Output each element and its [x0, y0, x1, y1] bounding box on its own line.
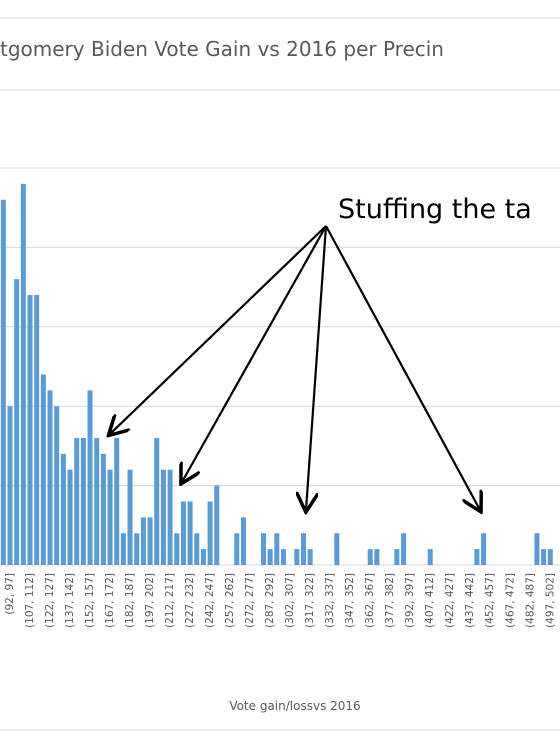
bar: [147, 517, 153, 565]
bar: [134, 533, 140, 565]
bar: [334, 533, 340, 565]
x-tick-label: (137, 142]: [64, 573, 76, 628]
bar: [114, 437, 120, 565]
x-tick-label: (272, 277]: [244, 573, 256, 628]
x-tick-label: (497, 502]: [544, 573, 556, 628]
x-tick-label: (197, 202]: [144, 573, 156, 628]
bar: [267, 549, 273, 565]
bar: [20, 183, 26, 565]
bar: [154, 437, 160, 565]
bar: [307, 549, 313, 565]
x-tick-label: (482, 487]: [524, 573, 536, 628]
bar: [174, 533, 180, 565]
bar: [0, 199, 6, 565]
bar: [180, 501, 186, 565]
annotation: Stuffing the ta: [338, 194, 532, 225]
x-tick-label: (422, 427]: [444, 573, 456, 628]
bar: [100, 453, 106, 565]
x-tick-label: (167, 172]: [104, 573, 116, 628]
bar: [240, 517, 246, 565]
bar: [120, 533, 126, 565]
bar: [60, 453, 66, 565]
bar: [194, 533, 200, 565]
bar: [401, 533, 407, 565]
bar: [207, 501, 213, 565]
x-tick-label: (317, 322]: [304, 573, 316, 628]
bar: [274, 533, 280, 565]
x-tick-label: (107, 112]: [24, 573, 36, 628]
bar: [427, 549, 433, 565]
x-tick-label: (227, 232]: [184, 573, 196, 628]
x-tick-label: (242, 247]: [204, 573, 216, 628]
x-tick-label: (332, 337]: [324, 573, 336, 628]
bar: [394, 549, 400, 565]
x-tick-label: (452, 457]: [484, 573, 496, 628]
bar: [541, 549, 547, 565]
x-tick-label: (287, 292]: [264, 573, 276, 628]
bar: [214, 485, 220, 565]
bar: [160, 469, 166, 565]
bar: [94, 437, 100, 565]
bar: [481, 533, 487, 565]
x-axis-label: Vote gain/lossvs 2016: [229, 699, 360, 713]
bar: [367, 549, 373, 565]
x-tick-label: (467, 472]: [504, 573, 516, 628]
x-tick-label: (377, 382]: [384, 573, 396, 628]
bar: [127, 469, 133, 565]
x-tick-label: (122, 127]: [44, 573, 56, 628]
bar: [294, 549, 300, 565]
bar: [374, 549, 380, 565]
arrows: [110, 225, 480, 510]
bar: [200, 549, 206, 565]
bar: [474, 549, 480, 565]
chart-title: tgomery Biden Vote Gain vs 2016 per Prec…: [0, 37, 444, 61]
bar: [87, 390, 93, 565]
x-tick-label: (302, 307]: [284, 573, 296, 628]
bar: [7, 406, 13, 565]
x-tick-label: (152, 157]: [84, 573, 96, 628]
bar: [67, 469, 73, 565]
bar: [300, 533, 306, 565]
bar: [547, 549, 553, 565]
bar: [187, 501, 193, 565]
bar: [107, 469, 113, 565]
bar: [80, 437, 86, 565]
bar: [167, 469, 173, 565]
bar: [40, 374, 46, 565]
bar: [534, 533, 540, 565]
x-tick-label: (437, 442]: [464, 573, 476, 628]
bar: [47, 390, 53, 565]
x-tick-label: (407, 412]: [424, 573, 436, 628]
bar: [54, 406, 60, 565]
bar: [74, 437, 80, 565]
x-tick-label: (92, 97]: [4, 573, 16, 615]
x-tick-label: (347, 352]: [344, 573, 356, 628]
x-tick-label: (257, 262]: [224, 573, 236, 628]
bar: [234, 533, 240, 565]
x-tick-label: (392, 397]: [404, 573, 416, 628]
bar: [34, 295, 40, 565]
bar: [14, 279, 20, 565]
x-tick-label: (212, 217]: [164, 573, 176, 628]
bar: [27, 295, 33, 565]
x-tick-label: (362, 367]: [364, 573, 376, 628]
x-tick-label: (182, 187]: [124, 573, 136, 628]
bar: [140, 517, 146, 565]
bar: [280, 549, 286, 565]
bar: [260, 533, 266, 565]
